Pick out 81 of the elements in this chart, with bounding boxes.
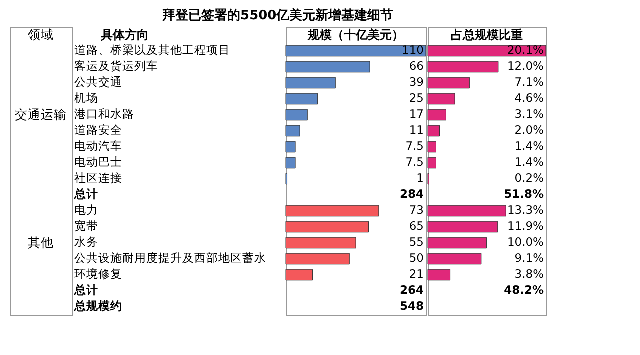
bar	[428, 157, 436, 169]
y-tick-label: 客运及货运列车	[74, 59, 158, 73]
y-tick-label: 总计	[74, 187, 98, 201]
bar	[428, 221, 498, 233]
bar	[428, 269, 451, 281]
y-tick-label: 水务	[74, 235, 98, 249]
data-label: 3.1%	[514, 107, 544, 121]
y-tick-label: 总计	[74, 283, 98, 297]
bar	[428, 237, 487, 249]
bar	[428, 109, 446, 121]
bar	[286, 205, 380, 217]
data-label: 39	[409, 75, 424, 89]
data-label: 21	[409, 267, 424, 281]
bar	[286, 61, 370, 73]
data-label: 25	[409, 91, 424, 105]
chart-title: 拜登已签署的5500亿美元新增基建细节	[162, 8, 394, 24]
data-label: 2.0%	[514, 123, 544, 137]
y-tick-label: 道路安全	[74, 123, 122, 137]
y-tick-label: 电动汽车	[74, 139, 122, 153]
data-label: 20.1%	[507, 43, 544, 57]
bar	[286, 269, 313, 281]
y-tick-label: 电力	[74, 203, 98, 217]
data-label: 0.2%	[514, 171, 544, 185]
bar	[286, 237, 356, 249]
data-label: 65	[409, 219, 424, 233]
y-tick-label: 社区连接	[74, 171, 122, 185]
y-tick-label: 电动巴士	[74, 155, 122, 169]
bar	[428, 77, 470, 89]
data-label: 3.8%	[514, 267, 544, 281]
data-label: 7.1%	[514, 75, 544, 89]
text: 51.8%	[504, 187, 544, 201]
data-label: 11	[409, 123, 424, 137]
data-label: 7.5	[406, 139, 424, 153]
text: 领域	[28, 27, 54, 42]
data-label: 1.4%	[514, 155, 544, 169]
data-label: 1.4%	[514, 139, 544, 153]
data-label: 10.0%	[507, 235, 544, 249]
data-label: 110	[402, 43, 424, 57]
data-label: 1	[416, 171, 424, 185]
bar	[286, 141, 296, 153]
y-tick-label: 环境修复	[74, 267, 122, 281]
bar	[428, 205, 506, 217]
text: 284	[400, 187, 424, 201]
data-label: 13.3%	[507, 203, 544, 217]
y-tick-label: 港口和水路	[74, 107, 134, 121]
bar	[286, 93, 318, 105]
y-tick-label: 道路、桥梁以及其他工程项目	[74, 43, 230, 57]
bar	[286, 77, 336, 89]
data-label: 7.5	[406, 155, 424, 169]
text: 交通运输	[15, 107, 67, 122]
text: 548	[400, 299, 424, 313]
x-axis-title: 规模（十亿美元）	[307, 28, 404, 42]
data-label: 12.0%	[507, 59, 544, 73]
y-tick-label: 公共交通	[74, 75, 122, 89]
y-tick-label: 宽带	[74, 219, 98, 233]
y-tick-label: 公共设施耐用度提升及西部地区蓄水	[74, 251, 266, 265]
bar	[286, 221, 369, 233]
bar	[286, 253, 350, 265]
bar	[286, 125, 300, 137]
data-label: 55	[409, 235, 424, 249]
data-label: 11.9%	[507, 219, 544, 233]
bar	[428, 93, 456, 105]
bar	[428, 125, 440, 137]
bar	[286, 157, 296, 169]
text: 48.2%	[504, 283, 544, 297]
y-axis-title: 具体方向	[100, 28, 149, 42]
bar	[428, 61, 499, 73]
bar	[286, 109, 308, 121]
data-label: 9.1%	[514, 251, 544, 265]
text: 264	[400, 283, 424, 297]
bar	[428, 253, 482, 265]
x-axis-title: 占总规模比重	[451, 28, 523, 42]
y-tick-label: 总规模约	[74, 299, 122, 313]
data-label: 66	[409, 59, 424, 73]
data-label: 17	[409, 107, 424, 121]
data-label: 4.6%	[514, 91, 544, 105]
data-label: 73	[409, 203, 424, 217]
data-label: 50	[409, 251, 424, 265]
text: 其他	[28, 235, 54, 250]
bar	[428, 141, 436, 153]
y-tick-label: 机场	[74, 91, 98, 105]
